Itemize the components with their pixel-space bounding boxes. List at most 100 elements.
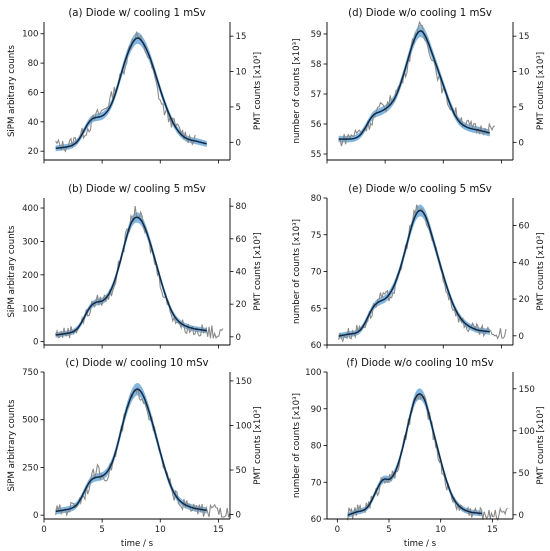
y2-axis-label: PMT counts [x10³] <box>253 232 263 310</box>
y2-tick-label: 20 <box>236 300 247 310</box>
y2-tick-label: 40 <box>519 258 530 268</box>
y-tick-label: 65 <box>311 304 322 314</box>
chart-panel: 0 100 200 300 400 0 20 40 60 80 (b) Diode w/ cooli… <box>7 184 263 349</box>
y2-tick-label: 50 <box>236 466 247 476</box>
x-axis-label: time / s <box>121 539 154 549</box>
y-tick-label: 0 <box>33 338 38 348</box>
y-axis-label: SiPM arbitrary counts <box>7 225 17 318</box>
y2-tick-label: 15 <box>236 32 247 42</box>
y-tick-label: 100 <box>22 30 38 40</box>
y2-tick-label: 5 <box>236 103 241 113</box>
fit-line <box>55 216 207 336</box>
y-axis-label: number of counts [x10³] <box>292 219 302 324</box>
y2-tick-label: 10 <box>519 68 530 78</box>
y2-axis-label: PMT counts [x10³] <box>536 52 546 130</box>
y2-tick-label: 100 <box>236 421 252 431</box>
y-tick-label: 90 <box>311 405 322 415</box>
x-tick-label: 10 <box>435 525 446 535</box>
y2-tick-label: 60 <box>236 235 247 245</box>
chart-panel: 0 250 500 750 0 50 100 150 0 5 10 15 (c) Diode w/ co… <box>7 358 263 549</box>
y2-axis-label: PMT counts [x10³] <box>253 52 263 130</box>
measured-line <box>55 31 196 153</box>
fit-line <box>338 30 490 140</box>
y-axis-label: number of counts [x10³] <box>292 393 302 498</box>
x-tick-label: 5 <box>386 525 391 535</box>
chart-title: (c) Diode w/ cooling 10 mSv <box>65 358 208 369</box>
y-tick-label: 75 <box>311 231 322 241</box>
y2-tick-label: 0 <box>236 511 241 521</box>
uncertainty-band <box>55 212 207 338</box>
chart-title: (f) Diode w/o cooling 10 mSv <box>346 358 493 369</box>
chart-title: (b) Diode w/ cooling 5 mSv <box>68 184 206 195</box>
chart-panel: 60 65 70 75 80 0 20 40 60 (e) Diode w/o cooling 5… <box>292 184 546 351</box>
y2-tick-label: 50 <box>519 469 530 479</box>
y2-tick-label: 100 <box>519 427 535 437</box>
y-tick-label: 20 <box>28 147 39 157</box>
measured-line <box>55 387 231 518</box>
y2-axis-label: PMT counts [x10³] <box>253 406 263 484</box>
x-tick-label: 0 <box>335 525 340 535</box>
fit-line <box>338 209 490 337</box>
y2-axis-label: PMT counts [x10³] <box>536 406 546 484</box>
y2-tick-label: 60 <box>519 222 530 232</box>
y-tick-label: 300 <box>22 237 38 247</box>
chart-panel: 20 40 60 80 100 0 5 10 15 (a) Diode w/ cooling 1 … <box>7 8 263 164</box>
chart-panel: 55 56 57 58 59 0 5 10 15 (d) Diode w/o cooling 1 … <box>292 8 546 164</box>
y-tick-label: 80 <box>28 59 39 69</box>
uncertainty-band <box>347 388 482 519</box>
y-tick-label: 70 <box>311 478 322 488</box>
y-tick-label: 59 <box>311 30 322 40</box>
y-tick-label: 60 <box>311 515 322 525</box>
y-axis-label: SiPM arbitrary counts <box>7 399 17 492</box>
y-tick-label: 55 <box>311 150 322 160</box>
x-tick-label: 10 <box>155 525 166 535</box>
y-tick-label: 56 <box>311 120 322 130</box>
y2-tick-label: 0 <box>519 511 524 521</box>
uncertainty-band <box>55 32 207 152</box>
y-tick-label: 60 <box>28 88 39 98</box>
fit-line <box>347 393 483 517</box>
fit-line <box>55 37 207 150</box>
y-tick-label: 40 <box>28 118 39 128</box>
y-tick-label: 80 <box>311 442 322 452</box>
y2-tick-label: 80 <box>236 202 247 212</box>
y-tick-label: 400 <box>22 204 38 214</box>
y-tick-label: 100 <box>22 304 38 314</box>
y-tick-label: 80 <box>311 194 322 204</box>
x-tick-label: 0 <box>41 525 46 535</box>
x-tick-label: 5 <box>99 525 104 535</box>
y2-tick-label: 150 <box>236 377 252 387</box>
chart-title: (e) Diode w/o cooling 5 mSv <box>348 184 492 195</box>
measured-line <box>55 205 224 339</box>
y2-tick-label: 20 <box>519 295 530 305</box>
y-tick-label: 57 <box>311 90 322 100</box>
y2-tick-label: 0 <box>236 138 241 148</box>
y2-tick-label: 15 <box>519 32 530 42</box>
y2-tick-label: 40 <box>236 268 247 278</box>
y-axis-label: SiPM arbitrary counts <box>7 44 17 137</box>
y-tick-label: 250 <box>22 463 38 473</box>
y2-tick-label: 150 <box>519 385 535 395</box>
y2-tick-label: 5 <box>519 103 524 113</box>
y-tick-label: 0 <box>33 511 38 521</box>
x-tick-label: 15 <box>213 525 224 535</box>
uncertainty-band <box>338 204 490 340</box>
x-axis-label: time / s <box>404 539 437 549</box>
y-tick-label: 500 <box>22 416 38 426</box>
y2-tick-label: 10 <box>236 68 247 78</box>
y-tick-label: 200 <box>22 271 38 281</box>
y2-axis-label: PMT counts [x10³] <box>536 232 546 310</box>
x-tick-label: 15 <box>487 525 498 535</box>
y-axis-label: number of counts [x10³] <box>292 39 302 144</box>
uncertainty-band <box>55 382 207 515</box>
chart-title: (a) Diode w/ cooling 1 mSv <box>68 8 205 19</box>
measured-line <box>338 204 507 343</box>
y2-tick-label: 0 <box>236 333 241 343</box>
y2-tick-label: 0 <box>519 138 524 148</box>
y-tick-label: 58 <box>311 60 322 70</box>
fit-line <box>55 388 207 513</box>
chart-title: (d) Diode w/o cooling 1 mSv <box>348 8 492 19</box>
y-tick-label: 60 <box>311 341 322 351</box>
chart-panel: 60 70 80 90 100 0 50 100 150 0 5 10 15 (f) Diode w/o … <box>292 358 546 549</box>
